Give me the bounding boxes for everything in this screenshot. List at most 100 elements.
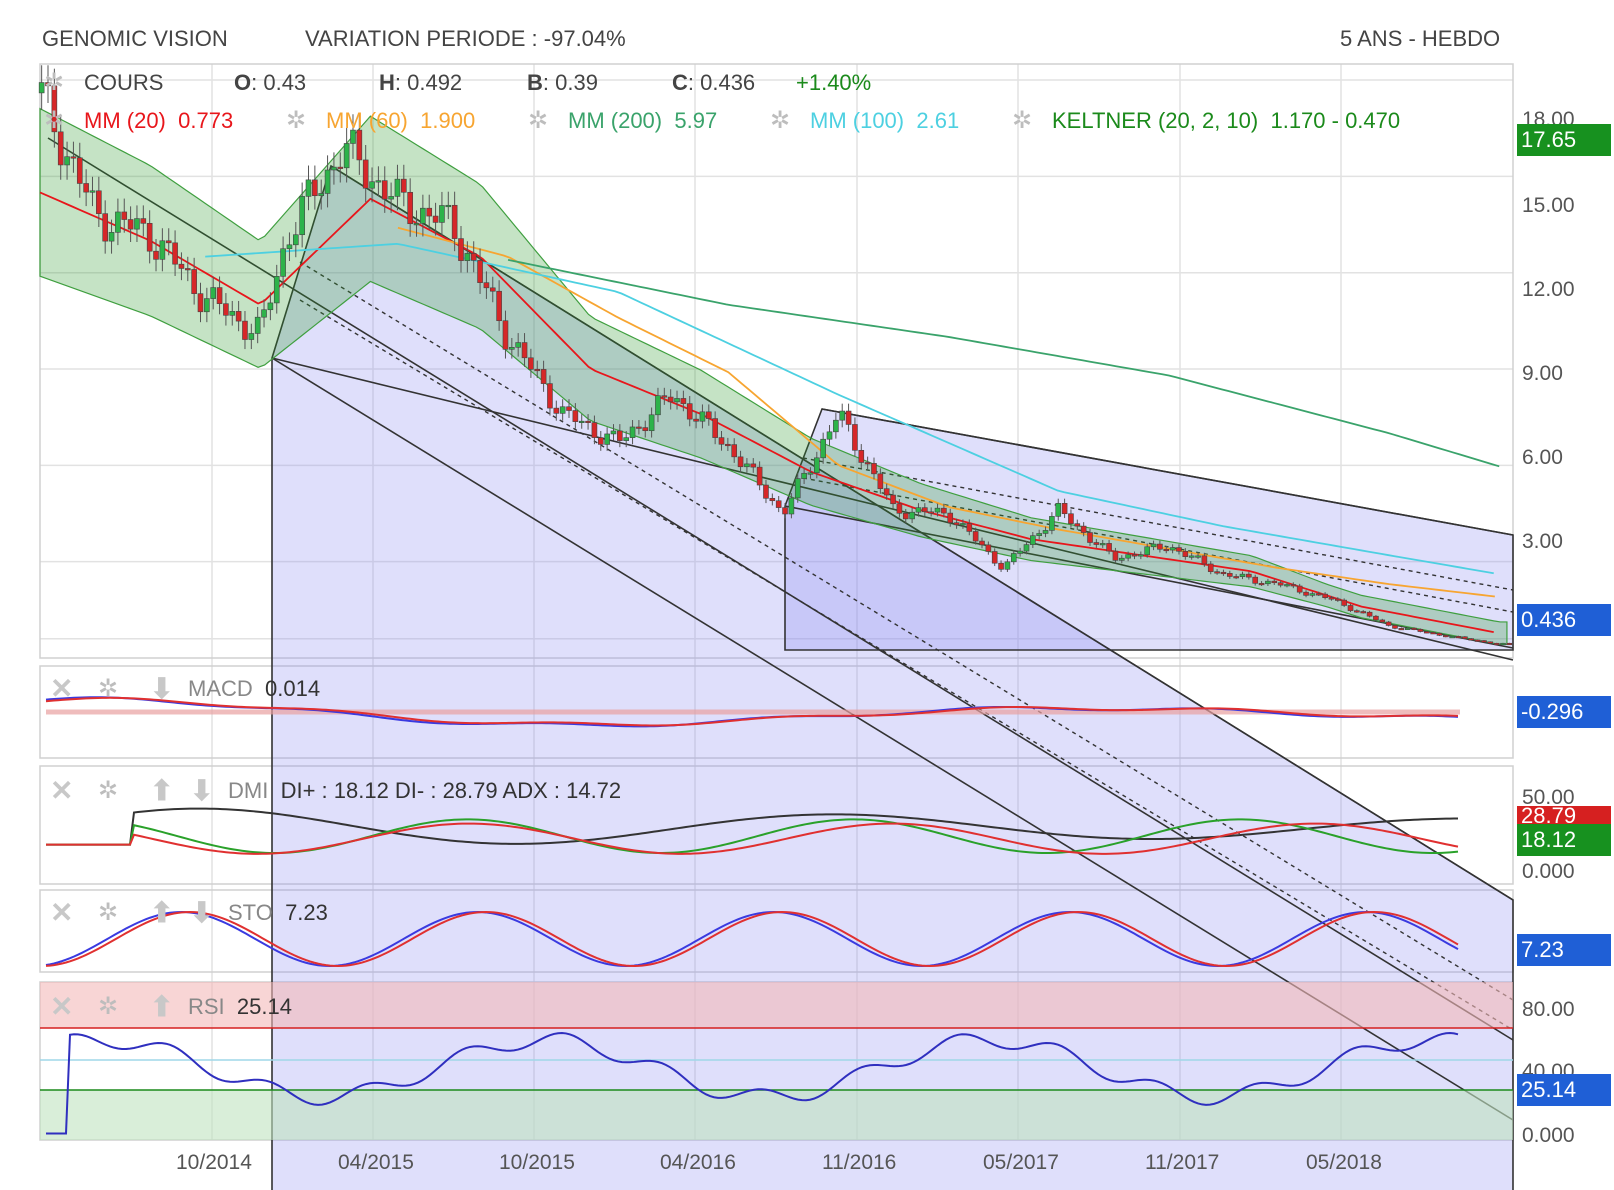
gear-icon[interactable]: ✲: [98, 993, 119, 1020]
sto-d-line: [45, 910, 1459, 968]
rsi-panel: [40, 982, 1513, 1140]
candle: [458, 238, 464, 261]
candle: [845, 410, 852, 425]
candle: [83, 183, 89, 193]
candle: [1290, 584, 1297, 587]
x-tick: 11/2016: [822, 1151, 897, 1174]
low-value: B: 0.39: [527, 70, 598, 95]
candle: [1030, 535, 1036, 545]
candle: [140, 218, 147, 224]
arrow-down-icon[interactable]: ⬇: [190, 775, 214, 806]
gear-icon[interactable]: ✲: [770, 107, 791, 134]
close-icon[interactable]: ✕: [50, 775, 74, 806]
candle: [184, 268, 191, 271]
candle: [972, 531, 979, 542]
gear-icon[interactable]: ✲: [44, 69, 65, 96]
candle: [1087, 532, 1093, 543]
candle: [769, 498, 776, 502]
gear-icon[interactable]: ✲: [286, 107, 307, 134]
candle: [413, 223, 420, 226]
candle: [394, 178, 401, 197]
candle: [439, 205, 445, 223]
candle: [204, 298, 210, 313]
candle: [1258, 583, 1265, 586]
price-tick: 3.00: [1522, 530, 1563, 553]
dmi-tick: 50.00: [1522, 786, 1575, 809]
candle: [566, 406, 572, 411]
candle: [89, 190, 96, 193]
candle: [312, 179, 318, 197]
candle: [1182, 550, 1189, 558]
candle: [1049, 516, 1055, 531]
candle: [242, 320, 248, 340]
arrow-up-icon[interactable]: ⬆: [150, 775, 174, 806]
channel-median: [802, 457, 1514, 591]
channel-fill: [784, 408, 1514, 651]
candle: [534, 368, 541, 372]
gear-icon[interactable]: ✲: [98, 675, 119, 702]
candle: [1138, 554, 1144, 557]
candle: [947, 512, 954, 523]
cours-label: COURS: [84, 70, 164, 95]
candle: [1176, 547, 1182, 552]
candle: [432, 215, 439, 223]
arrow-up-icon[interactable]: ⬆: [150, 897, 174, 928]
x-tick: 10/2015: [499, 1151, 575, 1174]
candle: [381, 180, 388, 200]
gear-icon[interactable]: ✲: [98, 899, 119, 926]
candle: [1201, 555, 1208, 565]
rsi-line: [46, 1032, 1459, 1135]
candle: [388, 196, 394, 200]
candle: [70, 156, 77, 159]
gear-icon[interactable]: ✲: [1012, 107, 1033, 134]
candle: [1252, 576, 1259, 584]
period-selector[interactable]: 5 ANS - HEBDO: [1340, 26, 1501, 51]
gear-icon[interactable]: ✲: [98, 777, 119, 804]
candle: [617, 430, 623, 441]
candle: [1010, 553, 1017, 563]
candle: [1341, 599, 1347, 606]
candle: [540, 369, 547, 384]
rsi-pill: 25.14: [1517, 1074, 1611, 1106]
candle: [509, 347, 515, 350]
candle: [1385, 621, 1392, 626]
channel-median: [299, 299, 1514, 1031]
candle: [648, 414, 655, 432]
candle: [1360, 611, 1367, 614]
candle: [585, 420, 591, 423]
period-variation: VARIATION PERIODE : -97.04%: [305, 26, 626, 51]
close-icon[interactable]: ✕: [50, 673, 74, 704]
candle: [426, 207, 433, 217]
arrow-down-icon[interactable]: ⬇: [150, 673, 174, 704]
candle: [1169, 547, 1176, 551]
dmi-panel: [46, 807, 1459, 855]
x-tick: 04/2016: [660, 1151, 736, 1174]
candle: [1125, 554, 1131, 559]
candle: [833, 419, 839, 433]
candle: [1487, 641, 1494, 644]
close-icon[interactable]: ✕: [50, 897, 74, 928]
gear-icon[interactable]: ✲: [44, 107, 65, 134]
candle: [337, 166, 344, 169]
candle: [674, 398, 680, 403]
arrow-up-icon[interactable]: ⬆: [150, 991, 174, 1022]
gear-icon[interactable]: ✲: [528, 107, 549, 134]
candle: [725, 443, 731, 447]
close-icon[interactable]: ✕: [50, 991, 74, 1022]
candle: [864, 462, 871, 465]
candle: [483, 282, 490, 289]
candle: [1163, 548, 1170, 552]
candle: [1366, 611, 1373, 617]
candle: [896, 503, 903, 514]
candle: [1449, 636, 1455, 639]
candle: [1328, 597, 1335, 600]
candle: [502, 320, 509, 350]
candle: [280, 248, 286, 277]
candle: [578, 420, 585, 423]
candle: [1131, 554, 1138, 557]
candle: [1443, 635, 1449, 638]
candle: [1144, 546, 1150, 555]
candle: [636, 426, 642, 429]
candle: [623, 437, 629, 441]
arrow-down-icon[interactable]: ⬇: [190, 897, 214, 928]
